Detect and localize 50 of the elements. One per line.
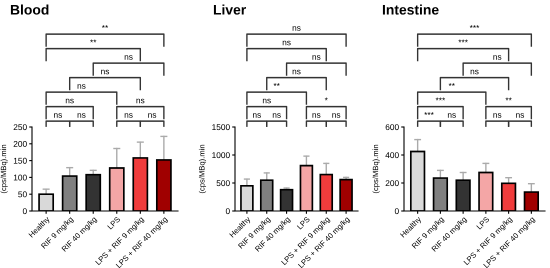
text: ** xyxy=(102,24,108,28)
text: ns xyxy=(312,55,320,60)
y-tick-label: 150 xyxy=(14,158,27,164)
y-tick-label: 100 xyxy=(14,174,27,180)
text: ns xyxy=(78,113,86,118)
text: ns xyxy=(493,113,502,118)
text: *** xyxy=(436,97,446,100)
text: ns xyxy=(516,113,524,118)
text: ns xyxy=(124,113,133,118)
y-tick-label: 1000 xyxy=(212,152,230,158)
text: ns xyxy=(252,113,261,118)
y-tick-label: 600 xyxy=(386,124,399,130)
y-tick-label: 50 xyxy=(18,191,27,198)
text: ns xyxy=(312,113,320,118)
text: ns xyxy=(493,55,502,60)
text: ns xyxy=(292,26,301,31)
text: ns xyxy=(54,113,62,118)
text: *** xyxy=(458,39,468,42)
text: ns xyxy=(448,113,456,118)
text: *** xyxy=(424,112,434,115)
y-tick-label: 0 xyxy=(226,208,230,214)
text: *** xyxy=(470,24,480,28)
text: ** xyxy=(506,97,512,100)
y-tick-label: 1500 xyxy=(212,124,230,130)
text: ns xyxy=(282,40,291,46)
text: ns xyxy=(148,113,156,118)
text: ns xyxy=(272,113,281,118)
y-tick-label: 200 xyxy=(386,180,399,186)
text: ns xyxy=(124,55,133,60)
text: ns xyxy=(136,98,144,104)
text: ns xyxy=(332,113,340,118)
y-tick-label: 200 xyxy=(14,141,27,147)
text: ** xyxy=(274,82,280,86)
y-tick-label: 400 xyxy=(385,152,399,158)
chart-title: Intestine xyxy=(382,4,439,15)
y-tick-label: 0 xyxy=(22,208,27,214)
text: ns xyxy=(78,84,86,89)
text: ns xyxy=(292,70,301,74)
text: * xyxy=(324,97,328,100)
chart-title: Blood xyxy=(10,4,48,15)
y-tick-label: 250 xyxy=(14,124,27,130)
y-tick-label: 0 xyxy=(394,208,399,214)
text: ns xyxy=(470,70,479,74)
text: ns xyxy=(66,98,74,104)
y-tick-label: 500 xyxy=(216,180,230,186)
text: ns xyxy=(101,70,110,74)
text: ** xyxy=(448,82,455,86)
text: ** xyxy=(90,39,96,42)
text: ns xyxy=(262,98,271,104)
chart-title: Liver xyxy=(214,4,246,15)
